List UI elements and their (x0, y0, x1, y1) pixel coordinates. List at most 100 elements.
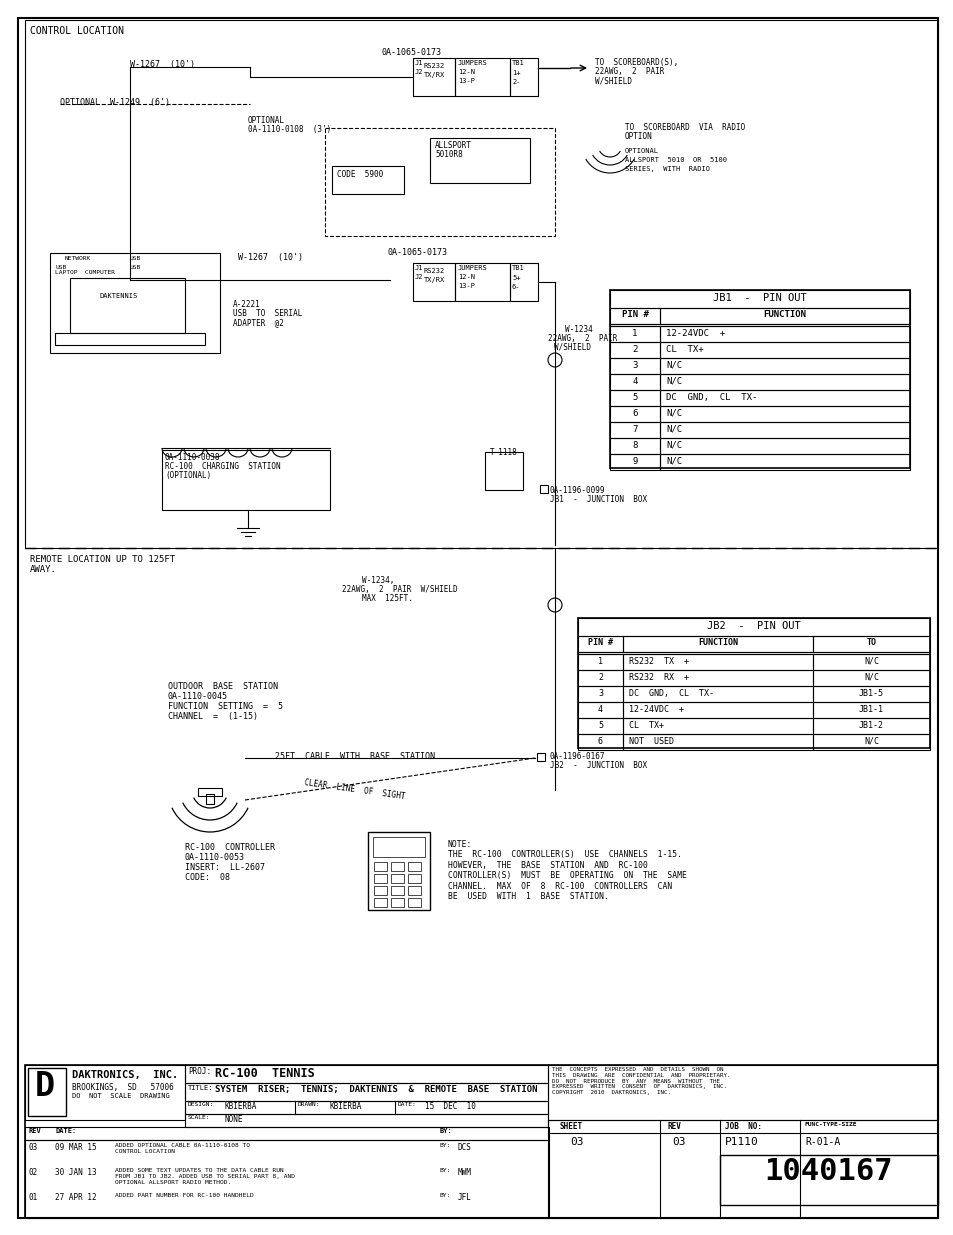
Bar (25, 1128, 548, 1140)
Bar (659, 308, 909, 324)
Text: JB1  -  JUNCTION  BOX: JB1 - JUNCTION BOX (550, 495, 646, 504)
Text: TO  SCOREBOARD  VIA  RADIO: TO SCOREBOARD VIA RADIO (624, 124, 744, 132)
Text: N/C: N/C (665, 361, 681, 370)
Text: N/C: N/C (665, 409, 681, 417)
Text: TX/RX: TX/RX (423, 277, 445, 283)
Text: DAKTRONICS,  INC.: DAKTRONICS, INC. (71, 1070, 178, 1079)
Bar (537, 753, 544, 761)
Bar (408, 885, 420, 895)
Bar (609, 326, 659, 342)
Bar (510, 58, 537, 96)
Text: 4: 4 (598, 705, 602, 714)
Bar (659, 438, 909, 454)
Text: 2: 2 (632, 345, 637, 354)
Bar (408, 862, 420, 871)
Text: REV: REV (667, 1123, 681, 1131)
Text: R-01-A: R-01-A (804, 1137, 840, 1147)
Text: 6: 6 (598, 737, 602, 746)
Bar (622, 671, 812, 685)
Bar (185, 1114, 547, 1128)
Text: JB1-1: JB1-1 (858, 705, 883, 714)
Text: USB: USB (130, 256, 141, 261)
Text: CHANNEL  =  (1-15): CHANNEL = (1-15) (168, 713, 257, 721)
Bar (374, 874, 387, 883)
Bar (720, 1155, 937, 1205)
Text: SYSTEM  RISER;  TENNIS;  DAKTENNIS  &  REMOTE  BASE  STATION: SYSTEM RISER; TENNIS; DAKTENNIS & REMOTE… (214, 1086, 537, 1094)
Text: RC-100  CHARGING  STATION: RC-100 CHARGING STATION (165, 462, 280, 471)
Text: N/C: N/C (863, 657, 878, 666)
Bar (578, 718, 622, 734)
Bar (374, 885, 387, 895)
Text: 2-: 2- (512, 79, 520, 85)
Text: TO: TO (865, 638, 876, 647)
Text: OPTIONAL: OPTIONAL (248, 116, 285, 125)
Bar (430, 138, 530, 183)
Bar (70, 278, 185, 333)
Text: 5: 5 (632, 393, 637, 403)
Text: USB: USB (130, 266, 141, 270)
Bar (368, 832, 430, 910)
Text: INSERT:  LL-2607: INSERT: LL-2607 (185, 863, 265, 872)
Text: JB2  -  JUNCTION  BOX: JB2 - JUNCTION BOX (550, 761, 646, 769)
Bar (609, 290, 909, 308)
Text: LAPTOP  COMPUTER: LAPTOP COMPUTER (55, 270, 115, 275)
Text: J2: J2 (415, 274, 423, 280)
Bar (812, 655, 929, 671)
Text: W/SHIELD: W/SHIELD (554, 343, 590, 352)
Text: P1110: P1110 (724, 1137, 758, 1147)
Bar (28, 1068, 66, 1116)
Text: 03: 03 (28, 1144, 37, 1152)
Text: JFL: JFL (457, 1193, 472, 1202)
Text: TITLE:: TITLE: (188, 1086, 213, 1091)
Text: NOTE:
THE  RC-100  CONTROLLER(S)  USE  CHANNELS  1-15.
HOWEVER,  THE  BASE  STAT: NOTE: THE RC-100 CONTROLLER(S) USE CHANN… (448, 840, 686, 902)
Text: TO  SCOREBOARD(S),: TO SCOREBOARD(S), (595, 58, 678, 67)
Bar (622, 636, 812, 652)
Text: 03: 03 (671, 1137, 685, 1147)
Text: REV: REV (28, 1128, 41, 1134)
Text: PIN #: PIN # (587, 638, 613, 647)
Bar (185, 1065, 547, 1083)
Text: BY:: BY: (439, 1193, 451, 1198)
Bar (622, 685, 812, 701)
Text: BROOKINGS,  SD   57006: BROOKINGS, SD 57006 (71, 1083, 173, 1092)
Text: CL  TX+: CL TX+ (665, 345, 703, 354)
Text: 12-24VDC  +: 12-24VDC + (665, 329, 724, 338)
Text: J1: J1 (415, 61, 423, 65)
Bar (812, 734, 929, 750)
Text: 13-P: 13-P (457, 78, 475, 84)
Text: DRAWN:: DRAWN: (297, 1102, 320, 1107)
Bar (659, 326, 909, 342)
Text: 3: 3 (598, 689, 602, 698)
Text: CODE:  08: CODE: 08 (185, 873, 230, 882)
Text: USB  TO  SERIAL: USB TO SERIAL (233, 309, 302, 317)
Text: ADAPTER  @2: ADAPTER @2 (233, 317, 284, 327)
Text: RS232: RS232 (423, 268, 445, 274)
Text: NETWORK: NETWORK (65, 256, 91, 261)
Bar (659, 374, 909, 390)
Bar (413, 263, 455, 301)
Text: JB1-5: JB1-5 (858, 689, 883, 698)
Text: DESIGN:: DESIGN: (188, 1102, 214, 1107)
Text: DATE:: DATE: (397, 1102, 416, 1107)
Text: SCALE:: SCALE: (188, 1115, 211, 1120)
Bar (408, 874, 420, 883)
Text: REMOTE LOCATION UP TO 125FT
AWAY.: REMOTE LOCATION UP TO 125FT AWAY. (30, 555, 175, 574)
Text: N/C: N/C (863, 673, 878, 682)
Text: 15  DEC  10: 15 DEC 10 (424, 1102, 476, 1112)
Text: 03: 03 (569, 1137, 583, 1147)
Bar (578, 734, 622, 750)
Text: D: D (35, 1070, 55, 1103)
Bar (659, 406, 909, 422)
Text: 0A-1196-0099: 0A-1196-0099 (550, 487, 605, 495)
Text: 0A-1065-0173: 0A-1065-0173 (381, 48, 441, 57)
Text: RS232  RX  +: RS232 RX + (628, 673, 688, 682)
Bar (185, 1100, 547, 1114)
Text: TB1: TB1 (512, 266, 524, 270)
Text: FUNC-TYPE-SIZE: FUNC-TYPE-SIZE (804, 1123, 857, 1128)
Text: JB1-2: JB1-2 (858, 721, 883, 730)
Text: DATE:: DATE: (55, 1128, 76, 1134)
Text: 12-24VDC  +: 12-24VDC + (628, 705, 683, 714)
Bar (578, 671, 622, 685)
Text: 6: 6 (632, 409, 637, 417)
Text: 1040167: 1040167 (764, 1157, 892, 1186)
